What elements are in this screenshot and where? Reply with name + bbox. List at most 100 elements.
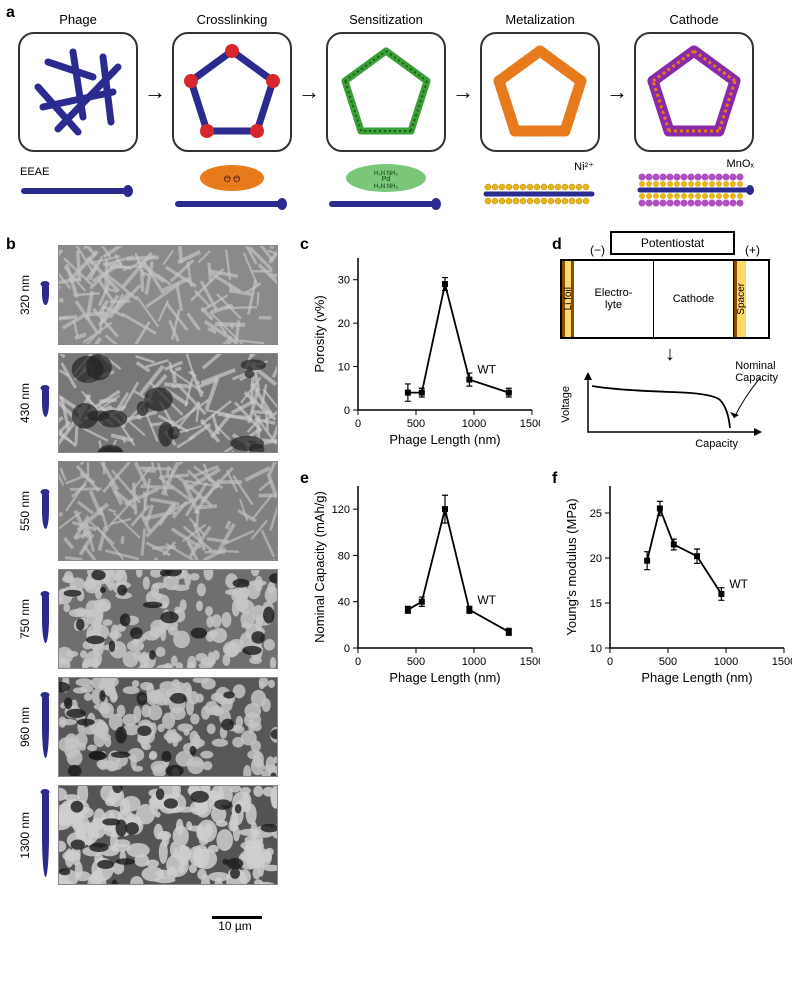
- capacity-axis-label: Capacity: [695, 438, 738, 450]
- cell-column: Li foil: [562, 261, 574, 337]
- step-graphic: [177, 37, 287, 147]
- sem-image: [58, 245, 278, 345]
- step-graphic: [23, 37, 133, 147]
- svg-text:⎓ ⎓: ⎓ ⎓: [225, 173, 241, 182]
- chart-capacity: 05001000150004080120WTNominal Capacity (…: [310, 478, 540, 688]
- svg-text:0: 0: [344, 643, 350, 655]
- panel-b: 320 nm 430 nm 550 nm 750 nm 960 nm 1300 nm 10…: [18, 245, 288, 985]
- voltage-curve: Voltage Capacity NominalCapacity: [560, 366, 770, 448]
- svg-text:0: 0: [607, 656, 613, 668]
- phage-length-icon: [38, 595, 52, 644]
- scalebar-text: 10 µm: [208, 919, 262, 933]
- scalebar: 10 µm: [208, 916, 262, 933]
- ni-rod-icon: [480, 169, 600, 209]
- sem-length-label: 1300 nm: [18, 812, 32, 859]
- process-step: Sensitization: [326, 32, 446, 152]
- svg-text:20: 20: [338, 318, 350, 330]
- panel-label-a: a: [6, 4, 15, 22]
- plus-label: (+): [745, 243, 760, 257]
- sem-image: [58, 677, 278, 777]
- arrow-icon: →: [606, 79, 628, 105]
- ni-label: Ni²⁺: [574, 160, 594, 173]
- svg-text:0: 0: [344, 405, 350, 417]
- phage-length-icon: [38, 793, 52, 878]
- below-eeae: EEAE: [18, 164, 138, 214]
- chart-svg: 0500100015000102030WTPorosity (v%)Phage …: [310, 250, 540, 450]
- svg-text:Phage Length (nm): Phage Length (nm): [389, 670, 500, 685]
- cell-column: Electro-lyte: [574, 261, 654, 337]
- wt-label: WT: [477, 363, 496, 377]
- potentiostat-box: Potentiostat: [610, 231, 735, 255]
- cell-column: Spacer: [734, 261, 746, 337]
- svg-text:H₃N NH₃: H₃N NH₃: [374, 184, 398, 190]
- svg-text:25: 25: [590, 508, 602, 520]
- svg-text:1500: 1500: [520, 656, 540, 668]
- panel-label-e: e: [300, 470, 309, 488]
- sensitizer-icon: H₃N NH₃ Pd H₃N NH₃: [326, 164, 446, 214]
- mno-label: MnOₓ: [727, 158, 754, 170]
- svg-text:30: 30: [338, 275, 350, 287]
- svg-text:Porosity (v%): Porosity (v%): [312, 295, 327, 372]
- chart-svg: 05001000150010152025WTYoung's modulus (M…: [562, 478, 792, 688]
- svg-text:1000: 1000: [462, 656, 486, 668]
- sem-image: [58, 461, 278, 561]
- phage-length-icon: [38, 696, 52, 758]
- step-title: Sensitization: [349, 12, 423, 27]
- panel-label-b: b: [6, 236, 16, 254]
- svg-text:1500: 1500: [772, 656, 792, 668]
- svg-text:20: 20: [590, 553, 602, 565]
- panel-d-diagram: (−) (+) Potentiostat Li foilElectro-lyte…: [560, 245, 780, 445]
- svg-text:500: 500: [407, 656, 425, 668]
- process-step: Cathode: [634, 32, 754, 152]
- svg-text:Young's modulus (MPa): Young's modulus (MPa): [564, 498, 579, 635]
- panel-label-c: c: [300, 236, 309, 254]
- svg-text:40: 40: [338, 597, 350, 609]
- cell-column-label: Cathode: [673, 293, 715, 305]
- sem-length-label: 750 nm: [18, 599, 32, 639]
- step-title: Phage: [59, 12, 97, 27]
- step-title: Cathode: [669, 12, 718, 27]
- chart-modulus: 05001000150010152025WTYoung's modulus (M…: [562, 478, 792, 688]
- svg-text:1000: 1000: [714, 656, 738, 668]
- sem-row: 430 nm: [18, 353, 288, 453]
- process-step: Crosslinking: [172, 32, 292, 152]
- step-graphic: [331, 37, 441, 147]
- sem-row: 1300 nm: [18, 785, 288, 885]
- mno-rod-icon: [634, 165, 754, 213]
- nominal-capacity-annot: NominalCapacity: [735, 360, 778, 384]
- below-cathode: MnOₓ: [634, 164, 754, 214]
- svg-text:80: 80: [338, 550, 350, 562]
- step-title: Metalization: [505, 12, 574, 27]
- arrow-icon: →: [144, 79, 166, 105]
- sem-row: 320 nm: [18, 245, 288, 345]
- svg-text:Phage Length (nm): Phage Length (nm): [389, 432, 500, 447]
- cell-column-label: Spacer: [736, 283, 747, 315]
- panel-label-f: f: [552, 470, 557, 488]
- eeae-text: EEAE: [20, 166, 49, 178]
- svg-text:Nominal Capacity (mAh/g): Nominal Capacity (mAh/g): [312, 491, 327, 643]
- sem-length-label: 550 nm: [18, 491, 32, 531]
- below-metalization: Ni²⁺: [480, 164, 600, 214]
- chart-porosity: 0500100015000102030WTPorosity (v%)Phage …: [310, 250, 540, 450]
- voltage-axis-label: Voltage: [560, 386, 572, 423]
- cell-column-label: Electro-lyte: [595, 287, 633, 311]
- svg-text:0: 0: [355, 656, 361, 668]
- svg-text:10: 10: [338, 362, 350, 374]
- sem-length-label: 320 nm: [18, 275, 32, 315]
- step-title: Crosslinking: [197, 12, 268, 27]
- sem-row: 550 nm: [18, 461, 288, 561]
- svg-text:500: 500: [659, 656, 677, 668]
- sem-image: [58, 785, 278, 885]
- svg-text:0: 0: [355, 418, 361, 430]
- sem-image: [58, 353, 278, 453]
- sem-row: 960 nm: [18, 677, 288, 777]
- sem-image: [58, 569, 278, 669]
- below-crosslinker: O O ⎓ ⎓: [172, 164, 292, 214]
- phage-rod-icon: [18, 179, 138, 199]
- cell-column-label: Li foil: [563, 287, 574, 310]
- sem-length-label: 960 nm: [18, 707, 32, 747]
- phage-length-icon: [38, 493, 52, 529]
- minus-label: (−): [590, 243, 605, 257]
- sem-length-label: 430 nm: [18, 383, 32, 423]
- step-graphic: [639, 37, 749, 147]
